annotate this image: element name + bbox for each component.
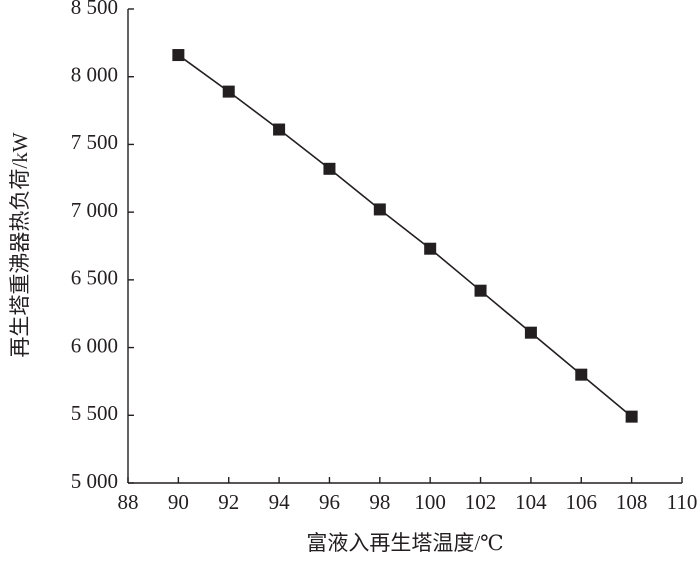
x-tick-label: 90 xyxy=(168,490,189,514)
marker xyxy=(524,326,537,339)
marker xyxy=(575,368,588,381)
x-tick-label: 100 xyxy=(414,490,446,514)
x-tick-label: 88 xyxy=(118,490,139,514)
y-tick-label: 7 000 xyxy=(71,198,118,222)
x-tick-label: 104 xyxy=(515,490,547,514)
marker xyxy=(172,49,185,62)
marker xyxy=(323,162,336,175)
marker xyxy=(474,284,487,297)
x-tick-label: 92 xyxy=(218,490,239,514)
marker xyxy=(222,85,235,98)
y-tick-label: 8 000 xyxy=(71,63,118,87)
y-tick-label: 5 500 xyxy=(71,401,118,425)
marker xyxy=(373,203,386,216)
y-tick-label: 6 500 xyxy=(71,266,118,290)
x-tick-label: 94 xyxy=(269,490,291,514)
y-tick-label: 8 500 xyxy=(71,0,118,19)
x-tick-label: 96 xyxy=(319,490,340,514)
x-tick-label: 106 xyxy=(566,490,598,514)
series-line xyxy=(177,54,633,418)
y-tick-label: 7 500 xyxy=(71,130,118,154)
y-axis-title: 再生塔重沸器热负荷/kW xyxy=(8,132,32,357)
marker xyxy=(424,242,437,255)
x-tick-label: 98 xyxy=(369,490,390,514)
marker xyxy=(273,123,286,136)
x-tick-label: 108 xyxy=(616,490,648,514)
x-axis-title: 富液入再生塔温度/℃ xyxy=(306,531,503,555)
y-tick-label: 6 000 xyxy=(71,333,118,357)
x-tick-label: 110 xyxy=(667,490,698,514)
marker xyxy=(625,410,638,423)
y-tick-label: 5 000 xyxy=(71,469,118,493)
x-tick-label: 102 xyxy=(465,490,497,514)
